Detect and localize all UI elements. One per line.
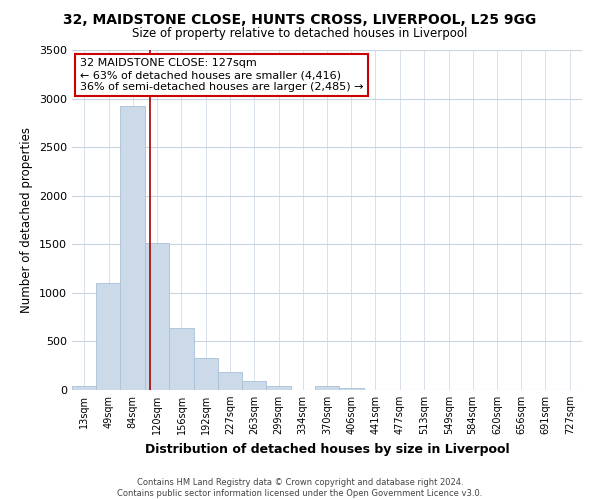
- Bar: [194, 358, 218, 390]
- Text: Size of property relative to detached houses in Liverpool: Size of property relative to detached ho…: [133, 28, 467, 40]
- Bar: [72, 386, 97, 390]
- Bar: [169, 328, 194, 390]
- Text: Contains HM Land Registry data © Crown copyright and database right 2024.
Contai: Contains HM Land Registry data © Crown c…: [118, 478, 482, 498]
- Text: 32, MAIDSTONE CLOSE, HUNTS CROSS, LIVERPOOL, L25 9GG: 32, MAIDSTONE CLOSE, HUNTS CROSS, LIVERP…: [64, 12, 536, 26]
- Bar: [120, 106, 145, 390]
- Bar: [218, 372, 242, 390]
- Bar: [97, 283, 121, 390]
- Bar: [242, 381, 266, 390]
- X-axis label: Distribution of detached houses by size in Liverpool: Distribution of detached houses by size …: [145, 442, 509, 456]
- Text: 32 MAIDSTONE CLOSE: 127sqm
← 63% of detached houses are smaller (4,416)
36% of s: 32 MAIDSTONE CLOSE: 127sqm ← 63% of deta…: [80, 58, 363, 92]
- Bar: [266, 386, 291, 390]
- Bar: [145, 244, 169, 390]
- Bar: [315, 386, 339, 390]
- Y-axis label: Number of detached properties: Number of detached properties: [20, 127, 34, 313]
- Bar: [339, 388, 364, 390]
